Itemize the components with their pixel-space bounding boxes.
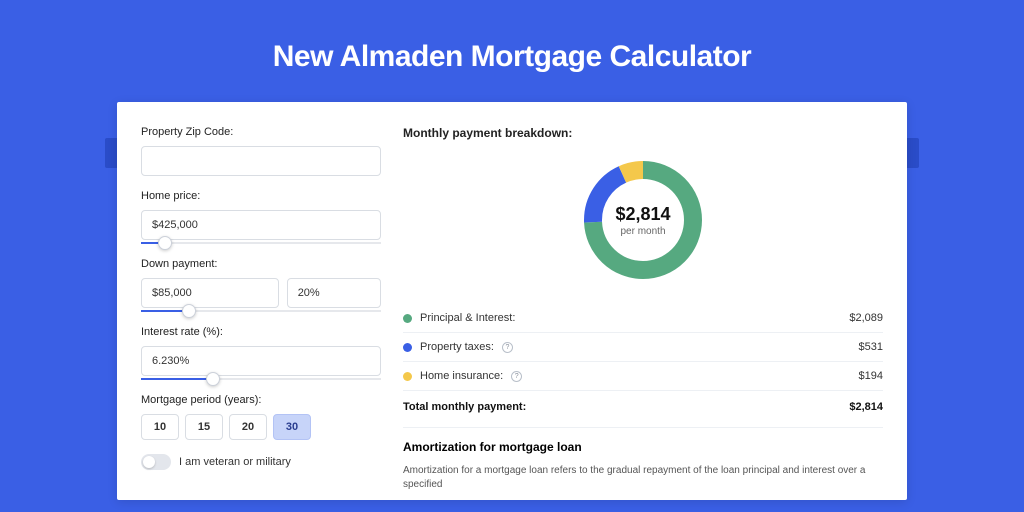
legend-label: Principal & Interest:	[420, 312, 515, 324]
payment-donut-chart: $2,814 per month	[577, 154, 709, 286]
breakdown-panel: Monthly payment breakdown: $2,814 per mo…	[403, 126, 883, 492]
legend-dot-icon	[403, 314, 412, 323]
legend-value: $194	[859, 370, 883, 382]
home-price-label: Home price:	[141, 190, 381, 202]
legend-row-taxes: Property taxes:? $531	[403, 332, 883, 361]
interest-rate-label: Interest rate (%):	[141, 326, 381, 338]
down-payment-label: Down payment:	[141, 258, 381, 270]
amortization-text: Amortization for a mortgage loan refers …	[403, 464, 883, 492]
legend-label: Property taxes:	[420, 341, 494, 353]
page-title: New Almaden Mortgage Calculator	[117, 40, 907, 74]
interest-rate-input[interactable]	[141, 346, 381, 376]
total-label: Total monthly payment:	[403, 401, 526, 413]
breakdown-legend: Principal & Interest: $2,089 Property taxe…	[403, 304, 883, 390]
calculator-card: Property Zip Code: Home price: Down paym…	[117, 102, 907, 500]
period-button-group: 10152030	[141, 414, 381, 440]
veteran-label: I am veteran or military	[179, 456, 291, 468]
zip-input[interactable]	[141, 146, 381, 176]
legend-value: $2,089	[849, 312, 883, 324]
legend-dot-icon	[403, 372, 412, 381]
form-panel: Property Zip Code: Home price: Down paym…	[141, 126, 381, 492]
period-btn-15[interactable]: 15	[185, 414, 223, 440]
down-payment-input[interactable]	[141, 278, 279, 308]
period-label: Mortgage period (years):	[141, 394, 381, 406]
donut-center-amount: $2,814	[615, 204, 670, 225]
amortization-title: Amortization for mortgage loan	[403, 440, 883, 454]
veteran-toggle[interactable]	[141, 454, 171, 470]
info-icon[interactable]: ?	[502, 342, 513, 353]
interest-rate-slider[interactable]	[141, 378, 381, 380]
period-btn-30[interactable]: 30	[273, 414, 311, 440]
period-btn-20[interactable]: 20	[229, 414, 267, 440]
info-icon[interactable]: ?	[511, 371, 522, 382]
zip-label: Property Zip Code:	[141, 126, 381, 138]
legend-dot-icon	[403, 343, 412, 352]
legend-value: $531	[859, 341, 883, 353]
down-payment-slider[interactable]	[141, 310, 381, 312]
down-payment-pct-input[interactable]	[287, 278, 381, 308]
total-value: $2,814	[849, 401, 883, 413]
legend-label: Home insurance:	[420, 370, 503, 382]
legend-row-insurance: Home insurance:? $194	[403, 361, 883, 390]
home-price-input[interactable]	[141, 210, 381, 240]
home-price-slider[interactable]	[141, 242, 381, 244]
legend-row-principal: Principal & Interest: $2,089	[403, 304, 883, 332]
period-btn-10[interactable]: 10	[141, 414, 179, 440]
donut-center-sub: per month	[620, 226, 665, 237]
breakdown-title: Monthly payment breakdown:	[403, 126, 883, 140]
